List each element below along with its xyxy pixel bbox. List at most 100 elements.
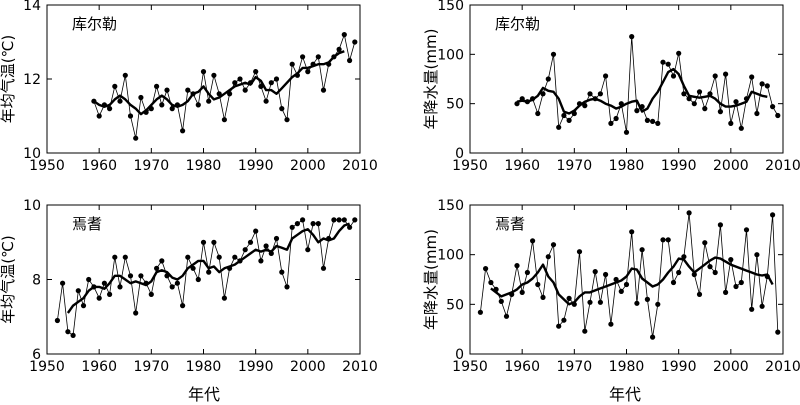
- data-point: [623, 129, 630, 135]
- data-point: [117, 284, 123, 290]
- x-tick-label: 1950: [29, 158, 65, 174]
- data-point: [341, 217, 347, 223]
- data-point: [107, 106, 113, 112]
- y-tick-label: 14: [23, 0, 41, 14]
- data-point: [749, 74, 755, 80]
- data-point: [331, 54, 337, 60]
- data-point: [488, 279, 494, 286]
- panel-korla-precipitation: 1950 1960 1970 1980 1990 2000 2010 0 50 100 150 年降水…: [422, 0, 800, 174]
- data-point: [603, 271, 609, 278]
- data-point: [300, 217, 306, 223]
- x-tick-label: 1960: [81, 359, 117, 375]
- data-point: [237, 258, 243, 264]
- x-tick-label: 2000: [713, 158, 749, 174]
- data-point: [258, 83, 264, 89]
- data-point: [566, 117, 572, 123]
- y-tick-label: 12: [23, 72, 41, 88]
- data-point: [326, 61, 332, 67]
- data-point: [754, 110, 760, 117]
- data-point: [561, 317, 567, 323]
- x-tick-label: 2010: [765, 158, 800, 174]
- data-point: [263, 98, 269, 104]
- data-point: [582, 103, 588, 109]
- y-tick-label: 8: [32, 273, 41, 289]
- data-point: [775, 112, 781, 119]
- data-point: [86, 276, 92, 283]
- data-point: [289, 224, 295, 230]
- x-tick-label: 1970: [134, 158, 170, 174]
- data-point: [655, 120, 661, 126]
- data-point: [608, 120, 614, 126]
- data-point: [670, 279, 677, 286]
- data-point: [556, 323, 562, 329]
- data-point: [284, 284, 290, 290]
- data-point: [148, 106, 154, 112]
- y-tick-label: 150: [437, 198, 464, 214]
- data-point: [733, 283, 739, 290]
- data-point: [206, 98, 212, 104]
- x-tick-label: 2000: [290, 158, 326, 174]
- data-point: [101, 102, 107, 108]
- data-point: [738, 279, 744, 286]
- station-label: 焉耆: [72, 215, 102, 233]
- y-axis-label: 年均气温(℃): [0, 235, 17, 324]
- data-point: [91, 284, 97, 290]
- data-point: [634, 108, 640, 114]
- station-label: 库尔勒: [72, 15, 117, 33]
- data-point: [138, 94, 144, 101]
- data-point: [717, 109, 724, 115]
- x-tick-label: 2000: [713, 359, 749, 375]
- data-point: [644, 117, 651, 123]
- data-point: [159, 102, 165, 108]
- x-tick-label: 1970: [557, 158, 593, 174]
- data-point: [112, 83, 118, 89]
- data-point: [185, 87, 191, 93]
- data-point: [613, 276, 619, 283]
- data-point: [65, 329, 71, 335]
- data-point: [221, 295, 227, 301]
- data-point: [686, 210, 692, 216]
- observed-series-line: [57, 219, 356, 337]
- data-point: [743, 96, 750, 102]
- data-point: [180, 303, 186, 309]
- x-tick-label: 1980: [609, 359, 645, 375]
- data-point: [655, 301, 661, 307]
- data-point: [310, 61, 316, 67]
- x-tick-label: 1990: [238, 158, 274, 174]
- y-tick-label: 6: [32, 347, 41, 363]
- data-point: [723, 289, 729, 295]
- data-point: [352, 39, 358, 45]
- data-point: [665, 61, 671, 67]
- data-point: [164, 87, 170, 93]
- data-point: [227, 265, 233, 271]
- data-point: [639, 104, 645, 110]
- data-point: [300, 54, 306, 60]
- data-point: [509, 291, 515, 297]
- data-point: [96, 295, 102, 301]
- data-point: [180, 128, 186, 134]
- data-point: [112, 254, 118, 260]
- y-tick-label: 150: [437, 0, 464, 14]
- data-point: [571, 110, 577, 117]
- data-point: [185, 254, 191, 260]
- data-point: [227, 91, 233, 97]
- station-label: 库尔勒: [495, 15, 540, 33]
- data-point: [691, 101, 697, 107]
- data-point: [707, 264, 713, 270]
- data-point: [571, 301, 577, 307]
- moving-average-line: [516, 67, 768, 115]
- data-point: [127, 273, 134, 279]
- data-point: [305, 69, 311, 75]
- data-point: [535, 281, 541, 288]
- data-point: [650, 118, 656, 124]
- data-point: [206, 269, 212, 275]
- x-tick-label: 2000: [290, 359, 326, 375]
- data-point: [268, 250, 274, 256]
- data-point: [216, 91, 222, 97]
- data-point: [268, 80, 274, 86]
- data-point: [738, 125, 744, 131]
- data-point: [576, 249, 583, 255]
- data-point: [582, 328, 588, 334]
- data-point: [597, 299, 604, 305]
